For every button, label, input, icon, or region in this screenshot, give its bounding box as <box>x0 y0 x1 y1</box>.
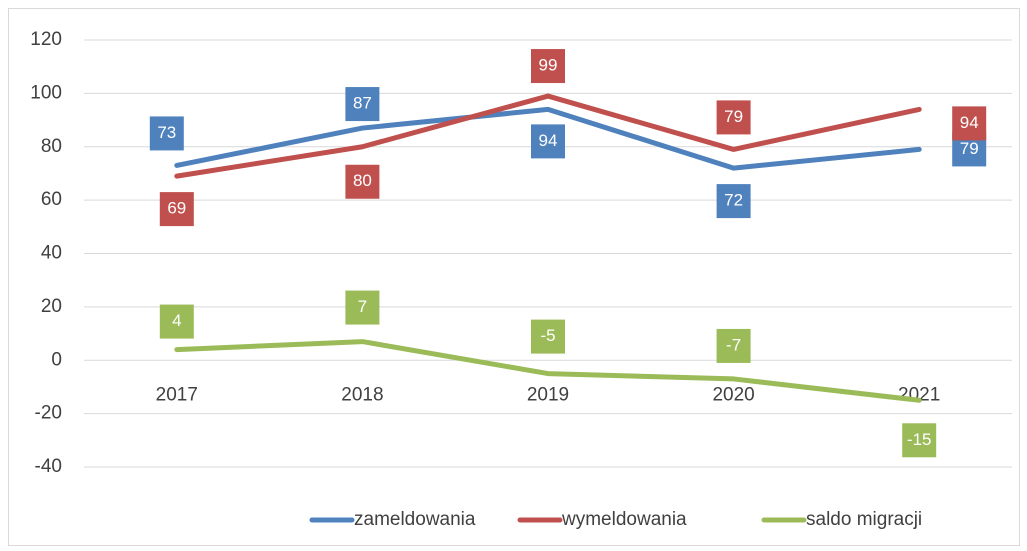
y-tick-label: 100 <box>30 82 62 103</box>
x-tick-label: 2020 <box>712 384 754 405</box>
data-label-text: -15 <box>907 430 932 449</box>
data-label-text: 99 <box>539 56 558 75</box>
data-label: 73 <box>149 116 184 151</box>
data-label-box <box>345 290 380 325</box>
data-label-box <box>345 164 380 199</box>
data-label: 7 <box>345 290 380 325</box>
legend-label: saldo migracji <box>806 509 922 530</box>
x-tick-label: 2017 <box>156 384 198 405</box>
data-label-box <box>716 100 751 135</box>
x-tick-label: 2018 <box>341 384 383 405</box>
data-label-box <box>149 116 184 151</box>
y-tick-label: -20 <box>35 403 62 424</box>
series-line <box>174 106 922 171</box>
data-label-text: 69 <box>167 199 186 218</box>
y-tick-label: 20 <box>41 296 62 317</box>
data-label-text: 4 <box>172 311 181 330</box>
data-label-box <box>159 192 194 227</box>
data-label-text: 73 <box>157 123 176 142</box>
data-label: -15 <box>902 423 937 458</box>
data-label: 69 <box>159 192 194 227</box>
data-label-box <box>159 304 194 339</box>
data-label-box <box>952 106 987 141</box>
data-label: 72 <box>716 184 751 219</box>
data-label-text: 80 <box>353 171 372 190</box>
y-tick-label: -40 <box>35 456 62 477</box>
data-label: 80 <box>345 164 380 199</box>
data-label-text: 94 <box>539 131 558 150</box>
data-label-box <box>531 319 565 354</box>
data-label: 94 <box>531 124 565 159</box>
data-label-box <box>531 49 565 84</box>
legend-label: wymeldowania <box>561 509 687 530</box>
data-label-text: -5 <box>540 326 555 345</box>
y-tick-label: 60 <box>41 189 62 210</box>
series-line <box>174 93 922 179</box>
legend-label: zameldowania <box>354 509 476 530</box>
data-label: 79 <box>716 100 751 135</box>
data-label-text: 79 <box>724 107 743 126</box>
chart-frame <box>8 8 1020 546</box>
data-label-text: 87 <box>353 94 372 113</box>
data-label-box <box>345 87 380 122</box>
data-label-text: 79 <box>960 139 979 158</box>
data-label: 99 <box>531 49 565 84</box>
data-label-text: -7 <box>726 335 741 354</box>
data-label: -5 <box>531 319 565 354</box>
series-line <box>174 339 922 403</box>
data-label: -7 <box>716 328 751 363</box>
data-label-text: 72 <box>724 191 743 210</box>
y-tick-label: 40 <box>41 243 62 264</box>
data-label: 4 <box>159 304 194 339</box>
data-label-box <box>902 423 937 458</box>
data-label: 94 <box>952 106 987 141</box>
y-tick-label: 0 <box>51 349 62 370</box>
y-tick-label: 120 <box>30 29 62 50</box>
y-tick-label: 80 <box>41 136 62 157</box>
x-tick-label: 2019 <box>527 384 569 405</box>
data-label: 87 <box>345 87 380 122</box>
data-label-box <box>716 328 751 363</box>
data-label-box <box>716 184 751 219</box>
data-label-box <box>531 124 565 159</box>
data-label-text: 94 <box>960 113 979 132</box>
data-label-text: 7 <box>358 297 367 316</box>
